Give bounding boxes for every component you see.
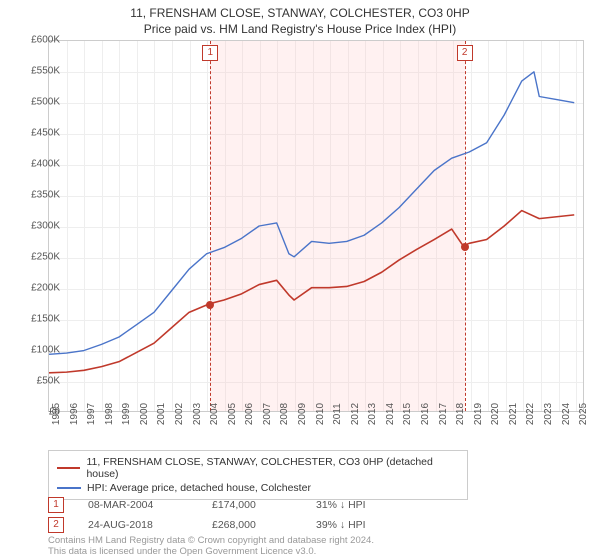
x-axis-label: 2003 (192, 403, 203, 425)
sale-point (206, 301, 214, 309)
y-axis-label: £100K (12, 345, 60, 356)
x-axis-label: 2000 (139, 403, 150, 425)
event-price: £268,000 (212, 519, 292, 531)
x-axis-label: 2012 (350, 403, 361, 425)
legend-swatch (57, 487, 81, 489)
x-axis-label: 2001 (156, 403, 167, 425)
x-axis-label: 1996 (69, 403, 80, 425)
x-axis-label: 2007 (262, 403, 273, 425)
x-axis-label: 2002 (174, 403, 185, 425)
events-table: 1 08-MAR-2004 £174,000 31% ↓ HPI 2 24-AUG-201… (48, 495, 396, 535)
footer-attribution: Contains HM Land Registry data © Crown c… (48, 536, 374, 558)
event-diff: 31% ↓ HPI (316, 499, 396, 511)
x-axis-label: 2023 (543, 403, 554, 425)
legend-label: 11, FRENSHAM CLOSE, STANWAY, COLCHESTER,… (86, 456, 459, 480)
sale-point (461, 243, 469, 251)
y-axis-label: £500K (12, 97, 60, 108)
chart-title: 11, FRENSHAM CLOSE, STANWAY, COLCHESTER,… (0, 0, 600, 20)
chart-legend: 11, FRENSHAM CLOSE, STANWAY, COLCHESTER,… (48, 450, 468, 500)
event-diff: 39% ↓ HPI (316, 519, 396, 531)
x-axis-label: 2004 (209, 403, 220, 425)
x-axis-label: 2024 (561, 403, 572, 425)
x-axis-label: 2019 (473, 403, 484, 425)
x-axis-label: 1998 (104, 403, 115, 425)
chart-subtitle: Price paid vs. HM Land Registry's House … (0, 20, 600, 36)
x-axis-label: 2025 (578, 403, 589, 425)
y-axis-label: £450K (12, 128, 60, 139)
footer-line-2: This data is licensed under the Open Gov… (48, 547, 374, 558)
x-axis-label: 1999 (121, 403, 132, 425)
x-axis-label: 2021 (508, 403, 519, 425)
series-line-hpi (49, 72, 574, 354)
event-marker: 2 (48, 517, 64, 533)
chart-container: { "title": "11, FRENSHAM CLOSE, STANWAY,… (0, 0, 600, 560)
x-axis-label: 2018 (455, 403, 466, 425)
y-axis-label: £350K (12, 190, 60, 201)
y-axis-label: £300K (12, 221, 60, 232)
event-marker: 1 (48, 497, 64, 513)
x-axis-label: 2017 (438, 403, 449, 425)
event-price: £174,000 (212, 499, 292, 511)
x-axis-label: 2016 (420, 403, 431, 425)
y-axis-label: £550K (12, 66, 60, 77)
y-axis-label: £600K (12, 35, 60, 46)
x-axis-label: 2020 (490, 403, 501, 425)
y-axis-label: £200K (12, 283, 60, 294)
chart-plot-area: 12 (48, 40, 584, 412)
chart-marker: 1 (202, 45, 218, 61)
x-axis-label: 1997 (86, 403, 97, 425)
legend-item: 11, FRENSHAM CLOSE, STANWAY, COLCHESTER,… (57, 455, 459, 481)
legend-swatch (57, 467, 80, 469)
x-axis-label: 2008 (279, 403, 290, 425)
chart-svg (49, 41, 583, 411)
x-axis-label: 2009 (297, 403, 308, 425)
x-axis-label: 2022 (525, 403, 536, 425)
event-date: 08-MAR-2004 (88, 499, 188, 511)
y-axis-label: £250K (12, 252, 60, 263)
chart-marker: 2 (457, 45, 473, 61)
x-axis-label: 2015 (402, 403, 413, 425)
y-axis-label: £50K (12, 376, 60, 387)
x-axis-label: 2014 (385, 403, 396, 425)
y-axis-label: £400K (12, 159, 60, 170)
y-axis-label: £150K (12, 314, 60, 325)
x-axis-label: 2013 (367, 403, 378, 425)
series-line-price_paid (49, 211, 574, 373)
x-axis-label: 2006 (244, 403, 255, 425)
x-axis-label: 2005 (227, 403, 238, 425)
x-axis-label: 1995 (51, 403, 62, 425)
x-axis-label: 2011 (332, 403, 343, 425)
x-axis-label: 2010 (315, 403, 326, 425)
legend-label: HPI: Average price, detached house, Colc… (87, 482, 311, 494)
event-row: 1 08-MAR-2004 £174,000 31% ↓ HPI (48, 495, 396, 515)
event-date: 24-AUG-2018 (88, 519, 188, 531)
legend-item: HPI: Average price, detached house, Colc… (57, 481, 459, 495)
event-row: 2 24-AUG-2018 £268,000 39% ↓ HPI (48, 515, 396, 535)
